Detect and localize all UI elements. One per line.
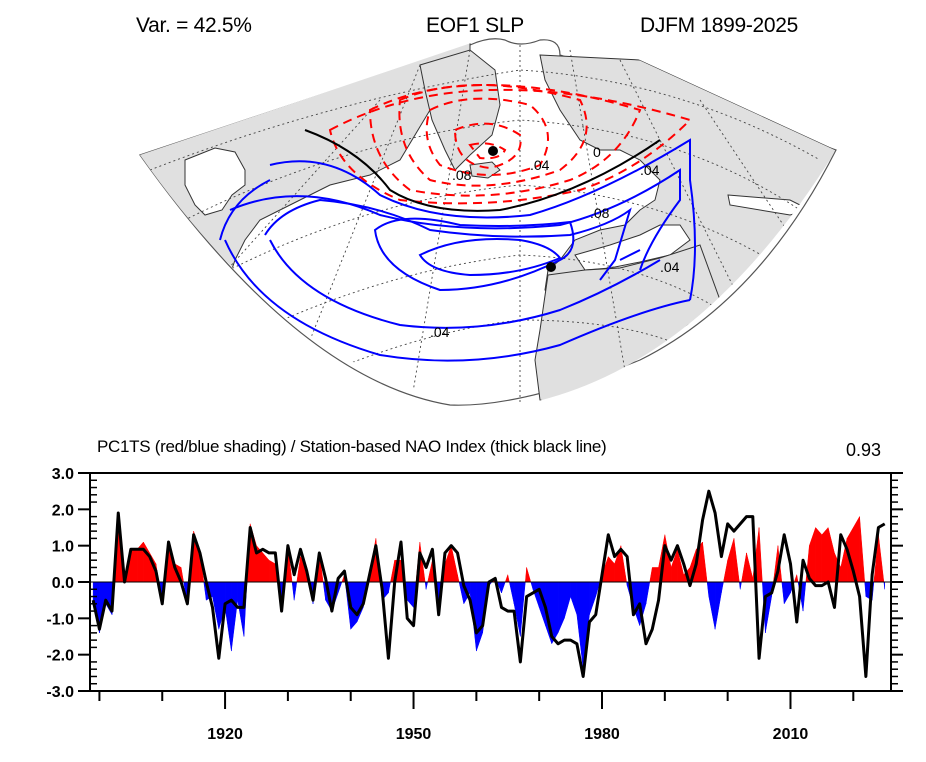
pc1-negative-area [407,581,414,609]
pc1-positive-area [746,552,754,583]
pc1-negative-area [570,581,578,615]
pc1-positive-area [608,555,615,583]
pc1-negative-area [509,581,515,604]
y-tick-label: -3.0 [46,684,74,701]
y-tick-label: -2.0 [46,648,74,665]
iceland-station-marker [488,146,498,156]
pc1-negative-area [708,581,716,630]
pc1-negative-area [388,581,391,593]
pc1-positive-area [821,526,829,583]
eof1-map: .08 .04 .04 .08 .04 .04 0 [139,38,837,406]
contour-label: .04 [640,162,660,178]
map-title: EOF1 SLP [426,14,524,37]
pc1-negative-area [224,581,232,652]
pc1-positive-area [758,527,763,583]
pc1-negative-area [291,581,295,601]
contour-label: .08 [590,205,610,221]
contour-label: 0 [593,144,601,160]
positive-contours [219,138,696,362]
y-tick-label: 3.0 [52,466,74,483]
pc1-negative-area [557,581,565,633]
pc1-negative-area [781,581,785,604]
x-tick-label: 1920 [207,726,243,743]
pc1-positive-area [526,567,532,583]
timeseries-title: PC1TS (red/blue shading) / Station-based… [97,437,607,456]
pc1-positive-area [649,567,653,583]
pc1-negative-area [589,581,596,615]
pc1-positive-area [796,574,799,583]
pc1-negative-area [532,581,540,608]
pc1-positive-area [727,538,735,583]
y-tick-label: 2.0 [52,502,74,519]
pc1-negative-area [476,581,483,652]
negative-contours [328,84,692,205]
x-tick-label: 1980 [584,726,620,743]
pc1-negative-area [783,581,791,605]
hudson-bay [184,147,246,216]
zero-contour [304,129,661,212]
contour-label: .04 [530,157,550,173]
pc1-positive-area [262,552,270,583]
pc1-positive-area [143,541,150,583]
pc1-positive-area [859,516,865,583]
pc1-positive-area [741,552,747,583]
pc1-positive-area [878,534,885,583]
pc1-positive-area [507,574,510,583]
pc1-positive-area [809,527,816,583]
y-tick-label: -1.0 [46,611,74,628]
nao-index-line [91,489,886,678]
pc1-positive-area [733,538,740,583]
pc1-positive-area [457,574,460,583]
pc1-negative-area [337,581,343,593]
x-tick-label: 1950 [396,726,432,743]
pc1-negative-area [530,581,534,590]
pc1-negative-area [765,581,772,633]
contour-label: .08 [452,167,472,183]
pc1-positive-area [827,527,835,583]
graticule [149,45,821,406]
pc1-positive-area [815,526,823,583]
pc1-negative-area [739,581,742,590]
season-period-label: DJFM 1899-2025 [640,14,799,37]
y-tick-label: 0.0 [52,575,74,592]
pc1-negative-area [802,581,807,612]
pc1-negative-area [706,581,710,597]
y-tick-label: 1.0 [52,539,74,556]
pc1-negative-area [322,581,326,601]
pc1-positive-area [130,549,138,583]
pc1-negative-area [564,581,571,619]
contour-label: .04 [430,324,450,340]
pc1-negative-area [721,581,724,593]
pc1-negative-area [501,581,506,593]
pc1-negative-area [293,581,298,601]
pc1-negative-area [425,581,428,590]
pc1-positive-area [268,559,276,583]
pc1-negative-area [645,581,651,604]
pc1-negative-area [231,581,238,652]
pc1-positive-area [652,567,659,583]
pc1-negative-area [714,581,722,630]
pc1-negative-area [237,581,245,637]
variance-label: Var. = 42.5% [136,14,252,37]
correlation-value: 0.93 [846,440,882,460]
pc1-positive-area [793,574,798,583]
pc1-positive-area [702,542,708,583]
lisbon-station-marker [546,262,556,272]
pc1-negative-area [883,581,885,590]
x-tick-label: 2010 [773,726,809,743]
pc1-positive-area [723,560,728,583]
pc1-positive-area [504,574,509,583]
contour-label: .04 [660,259,680,275]
